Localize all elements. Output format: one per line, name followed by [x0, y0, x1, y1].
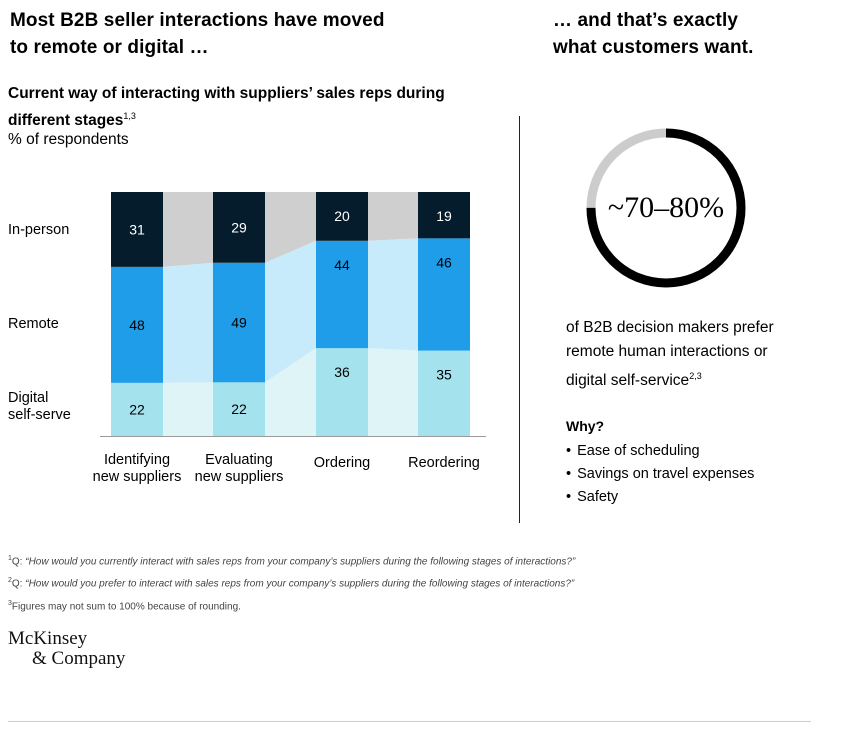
chart-title-text: Current way of interacting with supplier… — [8, 85, 445, 130]
stat-description-line-1: of B2B decision makers prefer — [566, 319, 774, 336]
chart-title-footnote-ref: 1,3 — [123, 111, 136, 121]
stat-description-line-2: remote human interactions or — [566, 343, 768, 360]
headline-left-line-1: Most B2B seller interactions have moved — [10, 10, 385, 31]
footnotes: 1Q: “How would you currently interact wi… — [8, 549, 575, 616]
bar-segment-in-person — [316, 192, 368, 241]
bar-segment-remote — [111, 266, 163, 383]
connector-band-digital-self-serve — [368, 348, 418, 436]
footnote-text: “How would you prefer to interact with s… — [25, 578, 575, 590]
data-label: 46 — [436, 254, 452, 270]
headline-left: Most B2B seller interactions have moved … — [10, 7, 510, 61]
bar-segment-in-person — [111, 192, 163, 267]
row-label-digital-line-1: Digital — [8, 390, 49, 406]
headline-right-line-1: … and that’s exactly — [553, 10, 739, 31]
footnote: 1Q: “How would you currently interact wi… — [8, 549, 575, 571]
headline-right: … and that’s exactly what customers want… — [553, 7, 833, 61]
headline-left-line-2: to remote or digital … — [10, 37, 209, 58]
row-label-in-person-text: In-person — [8, 222, 70, 238]
bar-segment-remote — [213, 262, 265, 383]
footnote: 2Q: “How would you prefer to interact wi… — [8, 571, 575, 593]
connector-band-in-person — [265, 192, 316, 263]
why-item-text: Ease of scheduling — [577, 443, 700, 459]
why-item: Savings on travel expenses — [566, 463, 754, 486]
bar-segment-in-person — [418, 192, 470, 239]
footnote-prefix: Q: — [11, 556, 26, 568]
why-list: Ease of scheduling Savings on travel exp… — [566, 440, 754, 509]
footnote-number: 1 — [8, 555, 12, 562]
bar-segment-in-person — [213, 192, 265, 263]
bar-segment-digital-self-serve — [316, 348, 368, 436]
x-tick-label: new suppliers — [195, 469, 284, 485]
row-label-in-person: In-person — [8, 222, 69, 239]
why-item-text: Savings on travel expenses — [577, 466, 755, 482]
why-item: Safety — [566, 486, 754, 509]
row-label-remote-text: Remote — [8, 316, 59, 332]
connector-band-remote — [163, 262, 213, 383]
x-tick-label: Ordering — [314, 455, 370, 471]
footnote-number: 3 — [8, 599, 12, 607]
data-label: 35 — [436, 367, 452, 383]
data-label: 36 — [334, 364, 350, 380]
connector-band-digital-self-serve — [265, 348, 316, 436]
footnote: 3Figures may not sum to 100% because of … — [8, 594, 575, 616]
x-tick-label: new suppliers — [93, 469, 182, 485]
data-label: 22 — [231, 401, 247, 417]
footnote-prefix: Q: — [11, 578, 26, 590]
data-label: 20 — [334, 208, 350, 224]
stat-description-line-3: digital self-service — [566, 372, 690, 390]
x-tick-label: Reordering — [408, 455, 480, 471]
x-tick-label: Evaluating — [205, 452, 273, 468]
bar-segment-remote — [418, 238, 470, 351]
footnote-number: 2 — [8, 577, 12, 585]
logo-line-1: McKinsey — [8, 628, 88, 649]
footnote-text: Figures may not sum to 100% because of r… — [11, 600, 241, 612]
data-label: 29 — [231, 219, 247, 235]
why-title: Why? — [566, 418, 605, 434]
stat-description: of B2B decision makers prefer remote hum… — [566, 316, 826, 393]
stat-value: ~70–80% — [607, 191, 725, 224]
chart-title: Current way of interacting with supplier… — [8, 82, 468, 132]
mckinsey-logo: McKinsey & Company — [8, 629, 125, 669]
data-label: 19 — [436, 208, 452, 224]
logo-line-2: & Company — [32, 648, 126, 669]
bottom-rule — [8, 721, 811, 722]
connector-band-in-person — [368, 192, 418, 241]
data-label: 22 — [129, 401, 145, 417]
why-item: Ease of scheduling — [566, 440, 754, 463]
stat-ring — [586, 128, 746, 288]
chart-subtitle: % of respondents — [8, 131, 129, 148]
connector-band-in-person — [163, 192, 213, 267]
connector-band-remote — [265, 240, 316, 383]
connector-band-digital-self-serve — [163, 382, 213, 436]
bar-segment-remote — [316, 240, 368, 349]
bar-segment-digital-self-serve — [213, 382, 265, 436]
bar-segment-digital-self-serve — [111, 382, 163, 436]
stat-footnote-ref: 2,3 — [689, 371, 702, 381]
data-label: 44 — [334, 257, 350, 273]
why-item-text: Safety — [577, 489, 619, 505]
row-label-remote: Remote — [8, 316, 59, 333]
row-label-digital-line-2: self-serve — [8, 407, 71, 423]
data-label: 48 — [129, 317, 145, 333]
footnote-text: “How would you currently interact with s… — [25, 556, 576, 568]
vertical-divider — [519, 116, 520, 523]
headline-right-line-2: what customers want. — [553, 37, 754, 58]
bar-segment-digital-self-serve — [418, 350, 470, 436]
connector-band-remote — [368, 238, 418, 351]
stat-ring-arc — [586, 128, 746, 288]
row-label-digital: Digital self-serve — [8, 390, 71, 424]
data-label: 31 — [129, 221, 145, 237]
data-label: 49 — [231, 315, 247, 331]
x-tick-label: Identifying — [104, 452, 170, 468]
